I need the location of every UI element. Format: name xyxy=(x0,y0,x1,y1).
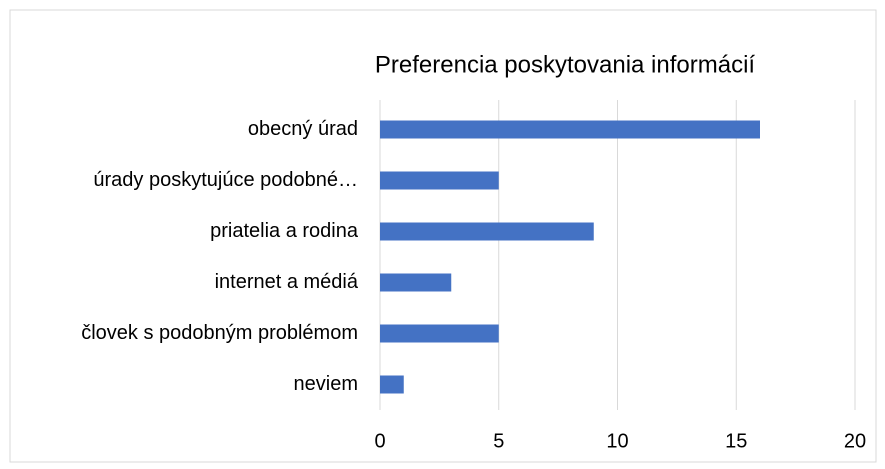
y-tick-label: priatelia a rodina xyxy=(210,220,359,242)
x-tick-label: 20 xyxy=(844,430,866,452)
y-tick-label: úrady poskytujúce podobné… xyxy=(93,169,358,191)
bar xyxy=(380,222,594,241)
bar xyxy=(380,324,499,343)
bar xyxy=(380,120,760,139)
bar xyxy=(380,273,452,292)
chart-title: Preferencia poskytovania informácií xyxy=(375,51,756,78)
x-tick-label: 15 xyxy=(725,430,747,452)
x-tick-label: 0 xyxy=(374,430,385,452)
y-tick-label: obecný úrad xyxy=(248,118,358,140)
x-tick-label: 10 xyxy=(606,430,628,452)
bar xyxy=(380,171,499,190)
y-tick-label: internet a médiá xyxy=(215,271,359,293)
x-tick-label: 5 xyxy=(493,430,504,452)
bar xyxy=(380,375,404,394)
y-tick-label: neviem xyxy=(294,373,358,395)
y-tick-label: človek s podobným problémom xyxy=(81,322,358,344)
